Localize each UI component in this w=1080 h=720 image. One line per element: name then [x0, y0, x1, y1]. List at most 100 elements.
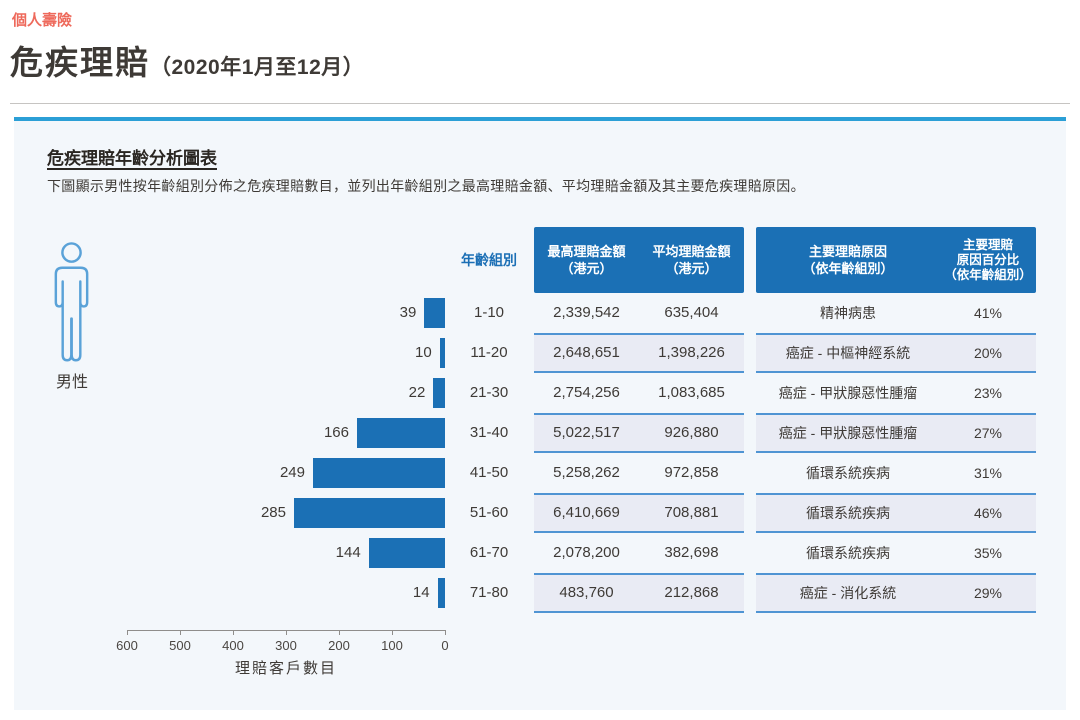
row-stripe	[756, 413, 1036, 453]
claim-reason-cell: 循環系統疾病	[806, 545, 890, 561]
age-group-cell: 71-80	[469, 584, 509, 601]
row-stripe	[756, 333, 1036, 373]
row-stripe	[756, 493, 1036, 533]
claim-reason-pct-cell: 46%	[973, 505, 1003, 521]
male-person-icon	[54, 242, 89, 362]
bar	[313, 458, 445, 488]
claim-reason-pct-cell: 41%	[973, 305, 1003, 321]
amounts-header-box: 最高理賠金額 （港元） 平均理賠金額 （港元）	[534, 227, 744, 293]
axis-tick	[339, 630, 340, 635]
table-row: 166 31-40 5,022,517 926,880 癌症 - 甲狀腺惡性腫瘤 27%	[14, 413, 1066, 453]
bar-value-label: 249	[279, 464, 305, 481]
axis-title: 理賠客戶數目	[234, 660, 337, 677]
max-claim-cell: 2,339,542	[553, 304, 620, 321]
age-group-cell: 11-20	[470, 344, 508, 361]
bar-value-label: 144	[335, 544, 361, 561]
column-header-reason-percentage: 主要理賠 原因百分比 （依年齡組別）	[944, 237, 1032, 282]
bar	[368, 538, 445, 568]
age-group-cell: 51-60	[469, 504, 509, 521]
bar-value-label: 39	[399, 304, 417, 321]
claim-reason-cell: 循環系統疾病	[806, 465, 890, 481]
axis-tick-label: 100	[381, 638, 403, 653]
claim-reason-cell: 癌症 - 消化系統	[799, 585, 897, 601]
row-stripe	[534, 493, 744, 533]
page-title-period: （2020年1月至12月）	[150, 56, 365, 79]
table-row: 285 51-60 6,410,669 708,881 循環系統疾病 46%	[14, 493, 1066, 533]
max-claim-cell: 2,648,651	[553, 344, 620, 361]
claim-reason-cell: 癌症 - 甲狀腺惡性腫瘤	[778, 425, 918, 441]
axis-tick	[180, 630, 181, 635]
category-label: 個人壽險	[12, 12, 73, 29]
row-stripe	[534, 413, 744, 453]
max-claim-cell: 2,078,200	[553, 544, 620, 561]
divider-line	[10, 103, 1070, 104]
bar-value-label: 166	[323, 424, 349, 441]
claim-reason-cell: 精神病患	[820, 305, 876, 321]
age-group-cell: 1-10	[473, 304, 505, 321]
bar-value-label: 285	[260, 504, 286, 521]
column-header-max-claim: 最高理賠金額 （港元）	[547, 244, 626, 276]
bar-value-label: 10	[415, 344, 432, 361]
avg-claim-cell: 635,404	[664, 304, 719, 321]
bar	[357, 418, 445, 448]
column-header-claim-reason: 主要理賠原因 （依年齡組別）	[802, 244, 894, 276]
table-row: 14 71-80 483,760 212,868 癌症 - 消化系統 29%	[14, 573, 1066, 613]
axis-tick-label: 600	[116, 638, 138, 653]
table-row: 39 1-10 2,339,542 635,404 精神病患 41%	[14, 293, 1066, 333]
axis-tick-label: 500	[169, 638, 191, 653]
avg-claim-cell: 382,698	[664, 544, 719, 561]
row-stripe	[534, 333, 744, 373]
avg-claim-cell: 926,880	[664, 424, 719, 441]
claim-reason-cell: 癌症 - 中樞神經系統	[785, 345, 911, 361]
avg-claim-cell: 708,881	[664, 504, 719, 521]
x-axis: 理賠客戶數目 600 500 400 300 200 100 0	[116, 630, 449, 690]
bar	[424, 298, 445, 328]
bar-value-label: 14	[412, 584, 430, 601]
axis-tick	[127, 630, 128, 635]
claim-reason-cell: 癌症 - 甲狀腺惡性腫瘤	[778, 385, 918, 401]
table-row: 10 11-20 2,648,651 1,398,226 癌症 - 中樞神經系統 20%	[14, 333, 1066, 373]
accent-rule	[14, 117, 1066, 121]
bar	[433, 378, 445, 408]
age-group-cell: 61-70	[469, 544, 509, 561]
page-title-main: 危疾理賠	[10, 44, 150, 81]
max-claim-cell: 5,258,262	[553, 464, 620, 481]
page-title: 危疾理賠（2020年1月至12月）	[10, 36, 364, 84]
axis-tick	[286, 630, 287, 635]
avg-claim-cell: 1,398,226	[658, 344, 725, 361]
claim-reason-pct-cell: 31%	[973, 465, 1003, 481]
panel-description: 下圖顯示男性按年齡組別分佈之危疾理賠數目，並列出年齡組別之最高理賠金額、平均理賠…	[47, 178, 805, 194]
table-row: 249 41-50 5,258,262 972,858 循環系統疾病 31%	[14, 453, 1066, 493]
bar	[437, 578, 445, 608]
max-claim-cell: 5,022,517	[553, 424, 620, 441]
max-claim-cell: 6,410,669	[553, 504, 620, 521]
claim-reason-pct-cell: 35%	[973, 545, 1003, 561]
axis-tick-label: 300	[275, 638, 297, 653]
table-row: 22 21-30 2,754,256 1,083,685 癌症 - 甲狀腺惡性腫瘤 23%	[14, 373, 1066, 413]
table-row: 144 61-70 2,078,200 382,698 循環系統疾病 35%	[14, 533, 1066, 573]
axis-tick	[445, 630, 446, 635]
analysis-panel: 危疾理賠年齡分析圖表 下圖顯示男性按年齡組別分佈之危疾理賠數目，並列出年齡組別之…	[14, 121, 1066, 710]
column-header-avg-claim: 平均理賠金額 （港元）	[652, 244, 731, 276]
claim-reason-pct-cell: 20%	[973, 345, 1003, 361]
avg-claim-cell: 212,868	[664, 584, 719, 601]
axis-tick	[392, 630, 393, 635]
panel-heading: 危疾理賠年齡分析圖表	[47, 149, 217, 168]
axis-tick-label: 400	[222, 638, 244, 653]
axis-tick	[233, 630, 234, 635]
claim-reason-pct-cell: 23%	[973, 385, 1003, 401]
reasons-header-box: 主要理賠原因 （依年齡組別） 主要理賠 原因百分比 （依年齡組別）	[756, 227, 1036, 293]
age-group-cell: 41-50	[469, 464, 509, 481]
age-group-cell: 31-40	[469, 424, 509, 441]
claim-reason-cell: 循環系統疾病	[806, 505, 890, 521]
avg-claim-cell: 972,858	[664, 464, 719, 481]
bar-value-label: 22	[408, 384, 426, 401]
column-header-age-group: 年齡組別	[461, 252, 517, 268]
max-claim-cell: 483,760	[559, 584, 614, 601]
max-claim-cell: 2,754,256	[553, 384, 620, 401]
claim-reason-pct-cell: 29%	[973, 585, 1003, 601]
bar	[293, 498, 445, 528]
axis-tick-label: 0	[441, 638, 449, 653]
claim-reason-pct-cell: 27%	[973, 425, 1003, 441]
row-stripe	[534, 573, 744, 613]
